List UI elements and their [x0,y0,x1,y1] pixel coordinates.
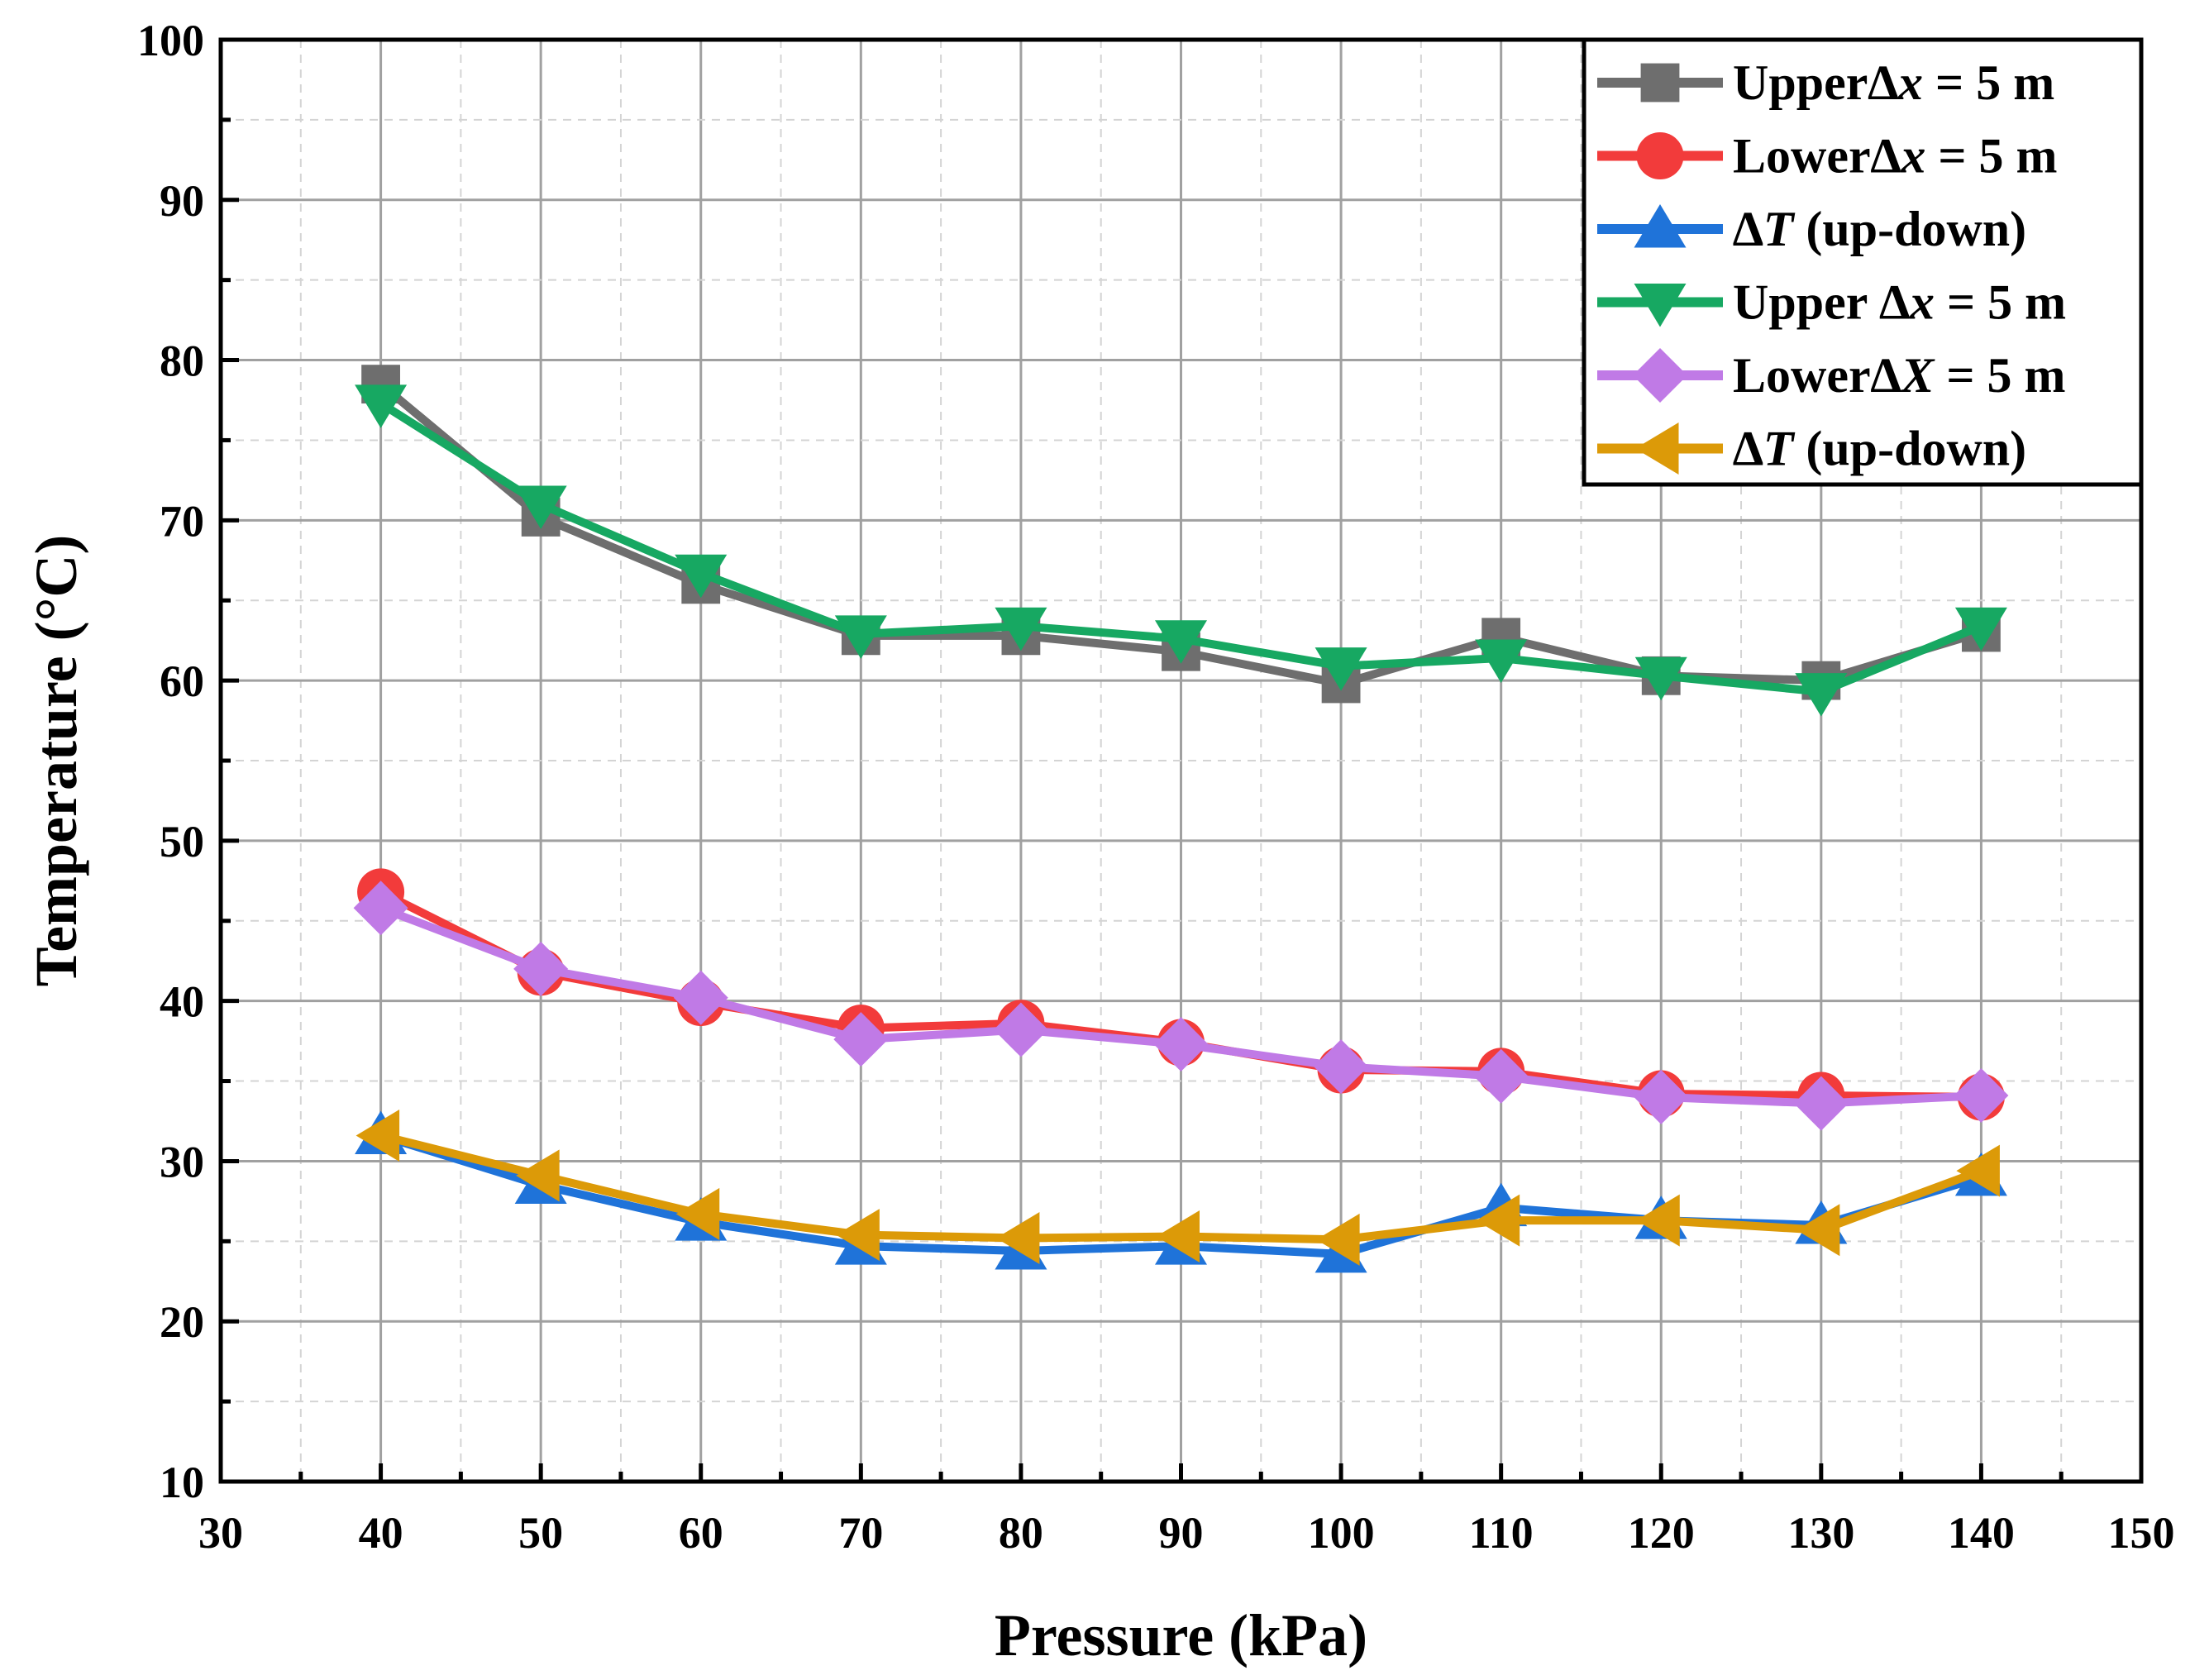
y-tick-label: 70 [160,496,204,546]
legend-label: ∆T (up-down) [1733,202,2026,256]
data-point [995,607,1047,651]
data-point [1155,620,1207,664]
data-point [513,941,569,996]
legend-label: Upper∆x = 5 m [1733,55,2054,110]
x-tick-label: 30 [198,1508,243,1558]
y-tick-label: 20 [160,1297,204,1347]
legend: Upper∆x = 5 m Lower∆x = 5 m ∆T (up-down) Up… [1582,37,2144,487]
data-point [1476,1194,1520,1247]
data-point [993,1002,1048,1057]
y-tick-label: 80 [160,336,204,386]
legend-label: Lower∆X = 5 m [1733,348,2066,403]
x-tick-label: 50 [518,1508,563,1558]
data-point [1156,1210,1200,1263]
legend-box [1582,37,2144,487]
data-point [675,1187,720,1240]
y-tick-label: 30 [160,1137,204,1186]
legend-item: ∆T (up-down) [1597,202,2026,256]
legend-marker [1634,204,1687,248]
legend-marker [1633,348,1687,403]
x-tick-label: 150 [2108,1508,2175,1558]
series-layer [353,365,2009,1273]
data-point [836,1209,880,1262]
data-point [675,554,728,599]
data-point [516,1149,560,1202]
data-point [1473,1048,1529,1104]
legend-label: ∆T (up-down) [1733,422,2026,476]
x-tick-label: 40 [359,1508,403,1558]
data-point [1314,1039,1369,1095]
x-tick-label: 130 [1787,1508,1854,1558]
x-tick-label: 100 [1308,1508,1375,1558]
data-point [1636,1194,1680,1247]
axis-ticks: 30 40 50 60 70 80 90 100 110 120 130 140 150 10 20 30 40… [137,16,2175,1558]
legend-item: Lower∆x = 5 m [1597,129,2058,184]
legend-item: Upper∆x = 5 m [1597,55,2054,110]
x-tick-label: 110 [1469,1508,1534,1558]
x-tick-label: 70 [838,1508,883,1558]
data-point [1634,656,1687,701]
data-point [1954,607,2007,651]
series-6 [355,1109,2000,1266]
legend-label: Upper ∆x = 5 m [1733,275,2066,330]
y-tick-label: 90 [160,176,204,226]
data-point [1793,1076,1849,1131]
y-tick-label: 60 [160,656,204,706]
data-point [995,1211,1040,1264]
data-point [514,485,567,529]
legend-marker [1640,63,1680,103]
data-point [1796,1204,1840,1257]
legend-marker [1634,284,1687,327]
x-axis-title: Pressure (kPa) [995,1602,1367,1668]
x-tick-label: 60 [679,1508,723,1558]
data-point [1314,647,1367,691]
legend-item: Upper ∆x = 5 m [1597,275,2066,330]
data-point [1795,673,1848,717]
y-tick-label: 40 [160,977,204,1027]
y-axis-title: Temperature (°C) [23,535,89,987]
data-point [1316,1213,1360,1266]
data-point [1475,639,1528,683]
x-tick-label: 120 [1628,1508,1695,1558]
legend-marker [1635,422,1679,475]
y-tick-label: 10 [160,1458,204,1507]
data-point [1634,1069,1689,1124]
data-point [355,384,408,428]
x-tick-label: 80 [999,1508,1043,1558]
data-point [355,1109,400,1162]
series-5 [353,881,2009,1131]
legend-item: ∆T (up-down) [1597,422,2026,476]
data-point [673,970,728,1025]
data-point [1153,1016,1209,1071]
legend-item: Lower∆X = 5 m [1597,348,2066,403]
data-point [1954,1067,2009,1123]
data-point [1956,1144,2000,1197]
legend-label: Lower∆x = 5 m [1733,129,2058,184]
legend-marker [1636,132,1684,179]
x-tick-label: 140 [1948,1508,2015,1558]
data-point [834,615,887,659]
data-point [833,1012,889,1067]
data-point [353,881,408,936]
y-tick-label: 100 [137,16,204,65]
x-tick-label: 90 [1159,1508,1204,1558]
series-4 [355,384,2007,717]
y-tick-label: 50 [160,817,204,866]
